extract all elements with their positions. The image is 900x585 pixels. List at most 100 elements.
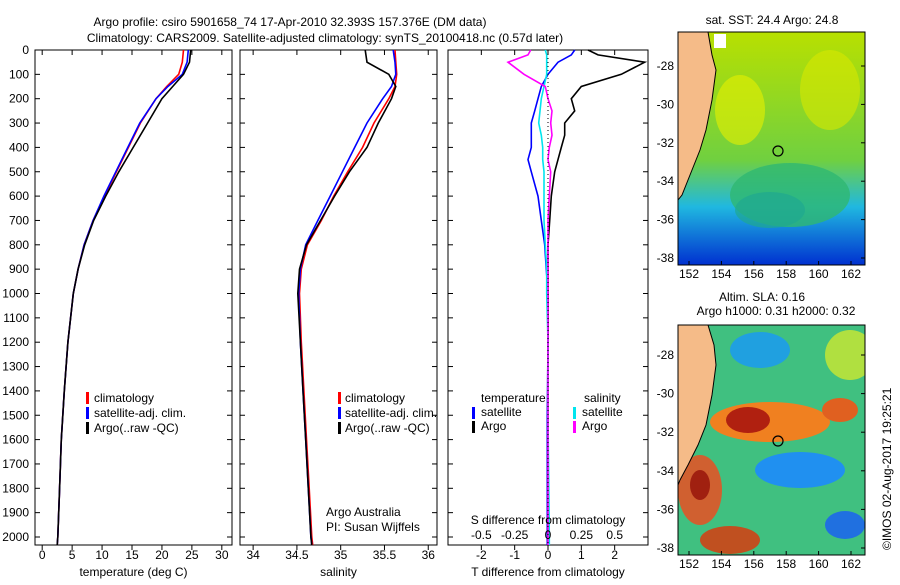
y-tick-label: 1900 xyxy=(2,506,29,520)
sla-map-axes: 152 154 156 158 160 162 -28 -30 -32 -34 -36 -38 xyxy=(657,348,865,571)
series-line-climatology xyxy=(56,49,185,546)
x-tick-label: 2 xyxy=(611,548,618,562)
y-tick-label: 1800 xyxy=(2,481,29,495)
s-tick-label: -0.25 xyxy=(501,528,529,542)
x-tick-label: 152 xyxy=(679,557,699,571)
x-tick-label: 5 xyxy=(69,548,76,562)
x-axis-label: T difference from climatology xyxy=(471,565,625,579)
y-tick-label: -34 xyxy=(657,464,675,478)
series-line-satellite-adj-clim- xyxy=(56,49,190,546)
y-tick-label: 1400 xyxy=(2,384,29,398)
y-tick-label: 1300 xyxy=(2,360,29,374)
y-tick-label: 1700 xyxy=(2,457,29,471)
legend-label: climatology xyxy=(94,391,154,405)
x-tick-label: 158 xyxy=(776,557,796,571)
legend-swatch-clim xyxy=(86,392,89,404)
salinity-panel: 34 34.5 35 35.5 36 salinity xyxy=(239,49,438,579)
legend-swatch-s-argo xyxy=(573,421,576,433)
sst-map xyxy=(678,32,865,265)
y-tick-label: -30 xyxy=(657,387,675,401)
y-tick-label: -28 xyxy=(657,59,675,73)
legend-label: satellite-adj. clim. xyxy=(345,406,437,420)
legend-label: Argo(..raw -QC) xyxy=(345,421,430,435)
legend-swatch-clim xyxy=(338,392,341,404)
legend-header-salinity: salinity xyxy=(584,391,621,405)
series-line-argo-raw-qc- xyxy=(56,49,192,546)
x-tick-label: 154 xyxy=(711,267,731,281)
legend-label: satellite-adj. clim. xyxy=(94,406,186,420)
x-tick-label: 0 xyxy=(39,548,46,562)
profile-location-marker xyxy=(772,435,784,447)
s-tick-label: -0.5 xyxy=(471,528,492,542)
sst-map-frame xyxy=(677,31,866,266)
sla-map-title-2: Argo h1000: 0.31 h2000: 0.32 xyxy=(697,304,856,318)
x-tick-label: 0 xyxy=(545,548,552,562)
series-line-argo-raw-qc- xyxy=(296,49,397,546)
x-tick-label: 30 xyxy=(215,548,229,562)
legend-header-temperature: temperature xyxy=(481,391,546,405)
title-line-2: Climatology: CARS2009. Satellite-adjuste… xyxy=(87,31,563,45)
s-tick-label: 0 xyxy=(545,528,552,542)
legend-swatch-sat xyxy=(86,407,89,419)
series-line-climatology xyxy=(298,49,398,546)
x-tick-label: 162 xyxy=(841,557,861,571)
legend-swatch-argo xyxy=(338,422,341,434)
legend-swatch-t-sat xyxy=(472,407,475,419)
x-tick-label: 36 xyxy=(422,548,436,562)
x-tick-label: 162 xyxy=(841,267,861,281)
x-tick-label: 34 xyxy=(246,548,260,562)
legend-label: satellite xyxy=(481,405,522,419)
profile-location-marker xyxy=(772,145,784,157)
difference-panel: -2 -1 0 1 2 T difference from climatology -0.5… xyxy=(447,49,649,579)
australia-land xyxy=(678,325,717,486)
legend-label: climatology xyxy=(345,391,405,405)
y-tick-label: 1200 xyxy=(2,335,29,349)
y-tick-label: 600 xyxy=(9,189,29,203)
y-tick-label: 700 xyxy=(9,213,29,227)
annotation-pi: PI: Susan Wijffels xyxy=(326,520,420,534)
difference-legend: temperature salinity satellite Argo sate… xyxy=(471,391,626,527)
series-line-satellite-adj-clim- xyxy=(297,49,397,546)
temperature-panel: 0100200300400500600700800900100011001200… xyxy=(2,43,233,579)
y-tick-label: -28 xyxy=(657,348,675,362)
s-tick-label: 0.5 xyxy=(606,528,623,542)
y-tick-label: 2000 xyxy=(2,530,29,544)
x-tick-label: 152 xyxy=(679,267,699,281)
legend-swatch-t-argo xyxy=(472,421,475,433)
sla-map xyxy=(678,325,865,555)
temperature-legend: climatology satellite-adj. clim. Argo(..… xyxy=(86,391,186,435)
x-tick-label: 154 xyxy=(711,557,731,571)
y-tick-label: 100 xyxy=(9,67,29,81)
y-tick-label: -34 xyxy=(657,174,675,188)
x-tick-label: 25 xyxy=(185,548,199,562)
x-tick-label: 35 xyxy=(334,548,348,562)
legend-swatch-argo xyxy=(86,422,89,434)
sst-map-title: sat. SST: 24.4 Argo: 24.8 xyxy=(706,13,839,27)
sla-map-title-1: Altim. SLA: 0.16 xyxy=(719,290,805,304)
y-tick-label: 400 xyxy=(9,140,29,154)
y-tick-label: 1600 xyxy=(2,433,29,447)
legend-label: Argo(..raw -QC) xyxy=(94,421,179,435)
salinity-legend: climatology satellite-adj. clim. Argo(..… xyxy=(326,391,437,534)
sst-map-axes: 152 154 156 158 160 162 -28 -30 -32 -34 -36 -38 xyxy=(657,59,865,281)
legend-swatch-s-sat xyxy=(573,407,576,419)
x-tick-label: 34.5 xyxy=(285,548,309,562)
x-tick-label: -1 xyxy=(509,548,520,562)
x-tick-label: 158 xyxy=(776,267,796,281)
series-line-salinity-argo xyxy=(506,49,553,545)
y-tick-label: 1100 xyxy=(3,311,29,325)
x-tick-label: 10 xyxy=(95,548,109,562)
x-axis-label: temperature (deg C) xyxy=(79,565,187,579)
annotation-argo-australia: Argo Australia xyxy=(326,505,401,519)
series-line-temperature-argo xyxy=(547,49,648,545)
y-tick-label: -36 xyxy=(657,213,675,227)
y-tick-label: 0 xyxy=(22,43,29,57)
x-tick-label: 35.5 xyxy=(373,548,397,562)
x-tick-label: 156 xyxy=(744,557,764,571)
x-tick-label: 160 xyxy=(809,267,829,281)
title-line-1: Argo profile: csiro 5901658_74 17-Apr-20… xyxy=(94,15,487,29)
y-tick-label: -36 xyxy=(657,502,675,516)
y-tick-label: 800 xyxy=(9,238,29,252)
y-tick-label: 300 xyxy=(9,116,29,130)
legend-label: Argo xyxy=(481,419,507,433)
